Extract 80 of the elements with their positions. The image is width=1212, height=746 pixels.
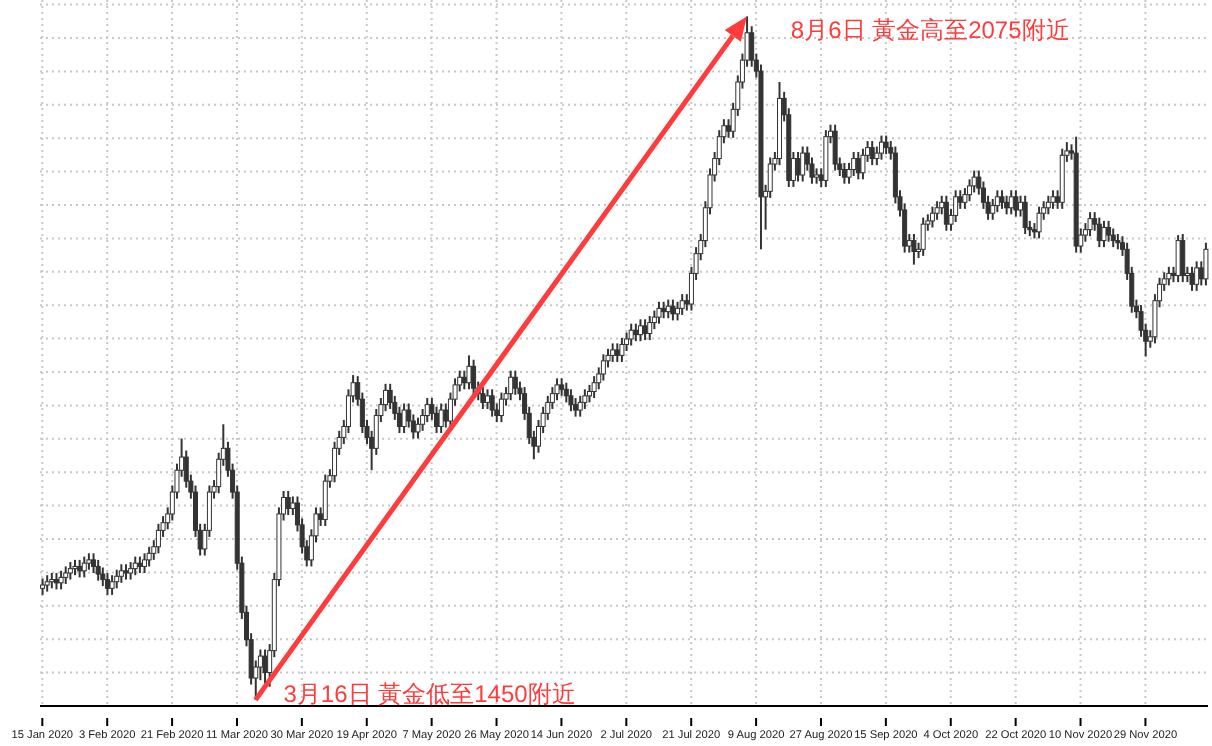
candlestick	[415, 416, 421, 440]
candlestick	[58, 569, 64, 591]
candlestick	[878, 134, 884, 161]
candlestick	[1045, 194, 1051, 216]
candlestick	[285, 489, 291, 517]
candlestick	[670, 298, 676, 322]
annotation: 8月6日 黃金高至2075附近	[790, 16, 1070, 45]
candlestick	[1189, 265, 1195, 292]
candlestick	[1004, 194, 1010, 216]
candlestick	[619, 336, 625, 363]
candlestick	[860, 147, 866, 181]
candlestick	[1022, 194, 1028, 236]
candlestick	[1101, 219, 1107, 249]
candlestick	[800, 145, 806, 183]
candlestick	[679, 293, 685, 316]
candlestick	[1180, 233, 1186, 284]
candlestick	[1110, 227, 1116, 249]
candlestick	[118, 563, 124, 584]
candlestick	[929, 205, 935, 229]
candlestick	[610, 342, 616, 363]
candlestick	[508, 369, 514, 402]
candlestick	[81, 555, 87, 579]
candlestick	[480, 386, 486, 410]
candlestick	[1036, 205, 1042, 240]
candlestick	[582, 388, 588, 410]
candlestick	[614, 342, 620, 363]
candlestick	[1166, 265, 1172, 287]
candlestick	[656, 300, 662, 325]
candlestick	[990, 198, 996, 221]
candlestick	[953, 189, 959, 223]
candlestick	[967, 178, 973, 203]
candlestick	[934, 200, 940, 221]
candlestick	[851, 151, 857, 178]
candlestick	[573, 397, 579, 418]
candlestick	[943, 194, 949, 232]
candlestick	[1087, 211, 1093, 238]
annotation: 3月16日 黃金低至1450附近	[283, 679, 576, 708]
candlestick	[554, 377, 560, 402]
candlestick	[994, 189, 1000, 214]
candlestick	[466, 354, 472, 391]
candlestick	[155, 522, 161, 555]
candlestick	[647, 315, 653, 342]
candlestick	[962, 187, 968, 210]
candlestick	[600, 353, 606, 382]
candlestick	[642, 318, 648, 342]
candlestick	[100, 566, 106, 588]
candlestick	[95, 558, 101, 582]
candlestick	[1059, 147, 1065, 210]
candlestick	[146, 545, 152, 568]
candlestick	[1013, 189, 1019, 218]
candlestick	[471, 358, 477, 396]
candlestick	[675, 300, 681, 322]
candlestick	[1106, 219, 1112, 243]
candlestick	[142, 552, 148, 574]
candlestick	[1175, 234, 1181, 284]
candlestick	[920, 216, 926, 257]
candlestick	[401, 402, 407, 435]
candlestick	[911, 233, 917, 266]
candlestick	[628, 322, 634, 347]
candlestick	[577, 394, 583, 418]
candlestick	[563, 381, 569, 404]
candlestick	[999, 189, 1005, 210]
candlestick	[1194, 260, 1200, 292]
candlestick	[883, 134, 889, 156]
candlestick	[434, 405, 440, 435]
candlestick	[869, 140, 875, 167]
candlestick	[91, 552, 97, 574]
candlestick	[114, 568, 120, 590]
candlestick	[1050, 189, 1056, 210]
candlestick	[568, 388, 574, 413]
candlestick	[795, 151, 801, 183]
candlestick	[489, 388, 495, 418]
candlestick	[109, 574, 115, 596]
candlestick	[498, 391, 504, 424]
candlestick	[512, 369, 518, 396]
candlestick	[262, 648, 268, 685]
candlestick	[438, 402, 444, 435]
candlestick	[322, 473, 328, 527]
candlestick	[591, 375, 597, 400]
candlestick	[971, 169, 977, 194]
